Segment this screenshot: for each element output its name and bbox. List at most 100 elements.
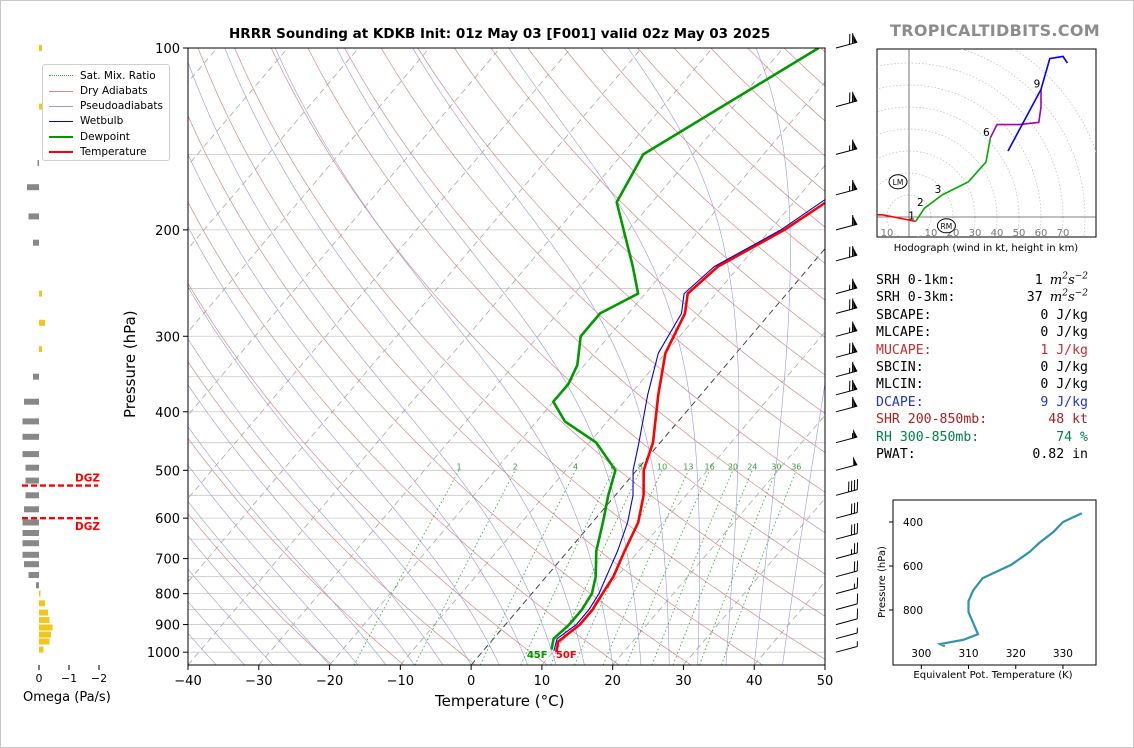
isotherm-line [188,48,430,333]
x-tick-label: 40 [746,674,763,689]
omega-bar [39,346,42,353]
omega-bar [28,572,39,578]
hodograph-marker [936,218,956,234]
wind-barb-full [853,479,856,491]
hodograph-speed-label: 30 [969,228,982,239]
wind-barb-full [851,321,854,332]
theta-e-frame [892,499,1097,666]
hodograph-segment [877,214,916,223]
series-line-dewpoint [550,48,820,650]
wind-barb-full [850,480,853,492]
wind-barb-staff [835,533,858,540]
y-tick-label: 500 [155,464,180,479]
dry-adiabat [307,48,825,575]
index-value: 48 kt [1048,411,1088,428]
dry-adiabat [197,48,763,665]
index-label: MUCAPE: [876,342,932,358]
omega-bar [39,45,42,51]
wind-barb [835,215,858,231]
wind-barb [835,396,858,413]
index-value-number: 0 J/kg [1040,307,1088,323]
theta-y-tick-label: 800 [903,605,923,617]
index-row: SHR 200-850mb: 48 kt [876,411,1088,428]
isotherm-line [612,414,825,665]
hodograph-marker-label: RM [941,222,953,231]
series-line-temperature [555,201,825,653]
index-value-number: 37 [1026,290,1043,306]
hodograph-segment [989,89,1042,139]
wind-barb-full [856,608,859,619]
index-value: 37 m2s−2 [1027,289,1088,306]
wind-barb-staff [835,646,858,653]
pseudoadiabat [188,286,472,665]
omega-bar [39,624,53,631]
pseudoadiabat [188,384,415,665]
index-value: 1 m2s−2 [1035,272,1088,289]
pseudoadiabat [753,48,791,665]
x-axis-label: Temperature (°C) [435,692,565,710]
wind-barb [835,577,859,595]
dry-adiabat [188,513,333,665]
omega-bar [39,617,50,624]
omega-bar [33,373,39,380]
legend-label: Dewpoint [80,130,130,143]
mixing-ratio-label: 1 [456,462,461,471]
skewt-background-lines [188,48,825,665]
index-label: SBCAPE: [876,307,932,323]
pseudoadiabat [188,61,557,665]
mixing-ratio-label: 24 [747,462,757,471]
isotherm-line [188,48,572,500]
legend-swatch [49,75,73,77]
index-row: MUCAPE: 1 J/kg [876,342,1088,359]
omega-bar [22,530,39,536]
dgz-label: DGZ [75,521,100,533]
pseudoadiabat [188,338,444,665]
theta-x-tick-label: 310 [959,648,979,660]
legend-label: Wetbulb [80,115,124,128]
legend-label: Sat. Mix. Ratio [80,69,156,82]
wind-barb-full [851,379,854,391]
index-label: DCAPE: [876,394,924,410]
omega-bar [39,590,41,597]
wind-barb-full [849,343,851,354]
index-label: MLCIN: [876,377,924,393]
wind-barb-full [851,139,854,151]
omega-bar [22,451,39,458]
wind-barb-full [851,215,854,226]
index-value: 0.82 in [1032,446,1088,463]
wind-barb-full [853,561,856,572]
hodograph-speed-label: 20 [947,228,960,239]
wind-barb [835,33,858,49]
pseudoadiabat [274,48,613,665]
index-row: SBCAPE: 0 J/kg [876,307,1088,324]
wind-barb-full [856,593,859,604]
hodograph-height-label: 1 [908,210,915,222]
mixing-ratio-label: 36 [791,462,801,471]
y-tick-label: 1000 [147,646,180,661]
index-value-number: 74 % [1056,429,1088,445]
wind-barb [835,379,858,396]
index-row: SRH 0-3km: 37 m2s−2 [876,289,1088,306]
hodograph-segment [941,137,992,196]
hodograph-panel: 10 10 20 30 40 50 60 70 123 6 9 LM RM Hodograph (wind… [876,48,1097,254]
dry-adiabat [188,437,405,665]
hodograph-speed-label: 60 [1035,228,1048,239]
theta-x-tick-label: 330 [1053,648,1073,660]
index-value-number: 1 [1034,273,1043,288]
index-label: SRH 0-1km: [876,273,956,288]
wind-barb-flag [852,34,858,44]
wind-barb-flag [852,216,858,226]
x-tick-label: 0 [467,674,475,689]
omega-bar [22,433,39,440]
isotherm-line [683,497,825,665]
wind-barb-flag [852,180,858,191]
wind-barb [835,542,859,560]
x-tick-label: 10 [534,674,551,689]
index-row: RH 300-850mb: 74 % [876,429,1088,446]
dry-adiabat [380,48,825,493]
index-value: 74 % [1056,429,1088,446]
wind-barb-staff [835,632,858,640]
hodograph-marker-label: LM [893,178,904,187]
dry-adiabat [234,48,825,660]
